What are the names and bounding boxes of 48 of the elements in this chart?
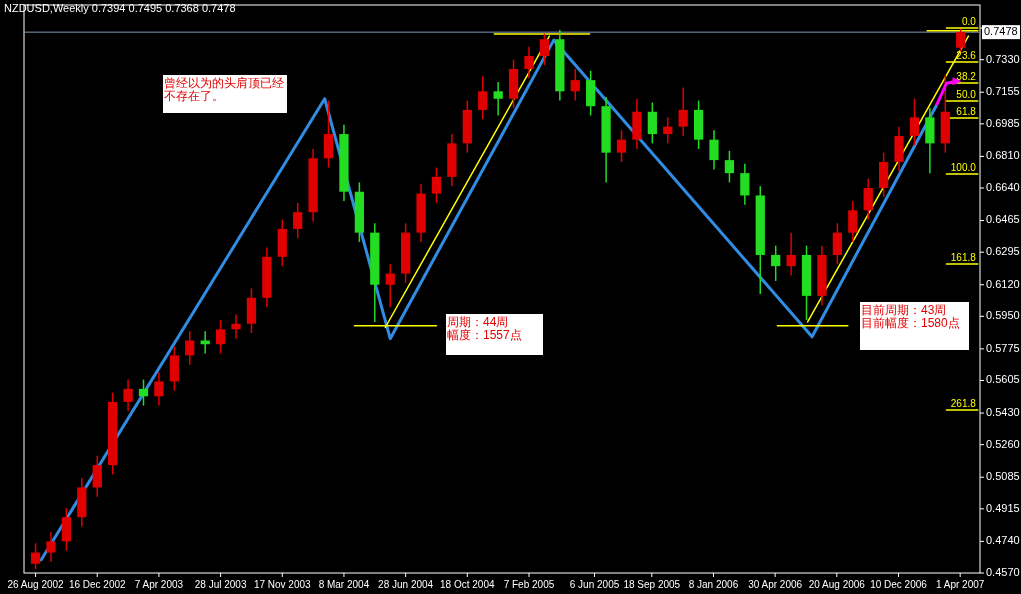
y-tick-label: 0.7155 xyxy=(986,85,1020,98)
y-tick-label: 0.5775 xyxy=(986,341,1020,354)
annotation: 61.8 xyxy=(956,106,977,118)
annotation: 目前周期：43周目前幅度：1580点 xyxy=(861,303,960,330)
x-tick-label: 28 Jul 2003 xyxy=(194,579,247,590)
x-tick-label: 17 Nov 2003 xyxy=(253,579,312,590)
x-tick-label: 10 Dec 2006 xyxy=(870,579,928,590)
x-tick-label: 30 Apr 2006 xyxy=(748,579,803,590)
y-tick-label: 0.6640 xyxy=(986,180,1020,193)
x-tick-label: 18 Oct 2004 xyxy=(440,579,495,590)
y-tick-label: 0.4740 xyxy=(986,534,1020,547)
x-tick-label: 28 Jun 2004 xyxy=(378,579,434,590)
y-tick-label: 0.6120 xyxy=(986,277,1020,290)
y-tick-label: 0.6295 xyxy=(986,245,1020,258)
annotation: 38.2 xyxy=(956,71,977,83)
y-tick-label: 0.7330 xyxy=(986,52,1020,65)
x-tick-label: 1 Apr 2007 xyxy=(935,579,985,590)
y-tick-label: 0.6985 xyxy=(986,116,1020,129)
x-tick-label: 18 Sep 2005 xyxy=(623,579,681,590)
chart-title: NZDUSD,Weekly 0.7394 0.7495 0.7368 0.7478 xyxy=(4,2,236,14)
x-tick-label: 8 Jan 2006 xyxy=(688,579,739,590)
x-tick-label: 20 Aug 2006 xyxy=(808,579,866,590)
annotation: 100.0 xyxy=(950,162,977,174)
annotation: 周期：44周幅度：1557点 xyxy=(446,314,543,355)
y-tick-label: 0.6810 xyxy=(986,149,1020,162)
y-tick-label: 0.4915 xyxy=(986,501,1020,514)
y-tick-label: 0.5605 xyxy=(986,373,1020,386)
y-tick-label: 0.5950 xyxy=(986,309,1020,322)
x-tick-label: 7 Feb 2005 xyxy=(503,579,555,590)
x-tick-label: 6 Jun 2005 xyxy=(569,579,620,590)
y-tick-label: 0.4570 xyxy=(986,565,1020,578)
x-tick-label: 16 Dec 2002 xyxy=(68,579,127,590)
annotation: 周期：44周幅度：1557点 xyxy=(447,315,522,342)
annotation: 曾经以为的头肩顶已经不存在了。 xyxy=(164,76,284,103)
annotation: 曾经以为的头肩顶已经不存在了。 xyxy=(163,75,287,113)
x-tick-label: 26 Aug 2002 xyxy=(7,579,65,590)
annotation: 161.8 xyxy=(950,252,977,264)
y-tick-label: 0.5085 xyxy=(986,470,1020,483)
annotation: 0.0 xyxy=(961,16,977,28)
annotation: 50.0 xyxy=(956,88,977,100)
x-tick-label: 7 Apr 2003 xyxy=(134,579,184,590)
y-tick-label: 0.5430 xyxy=(986,405,1020,418)
annotation: 261.8 xyxy=(950,398,977,410)
y-tick-label: 0.6465 xyxy=(986,213,1020,226)
annotation: 目前周期：43周目前幅度：1580点 xyxy=(860,302,969,350)
y-tick-label: 0.5260 xyxy=(986,437,1020,450)
x-tick-label: 8 Mar 2004 xyxy=(318,579,370,590)
ref-line-label: 0.7478 xyxy=(984,25,1018,38)
